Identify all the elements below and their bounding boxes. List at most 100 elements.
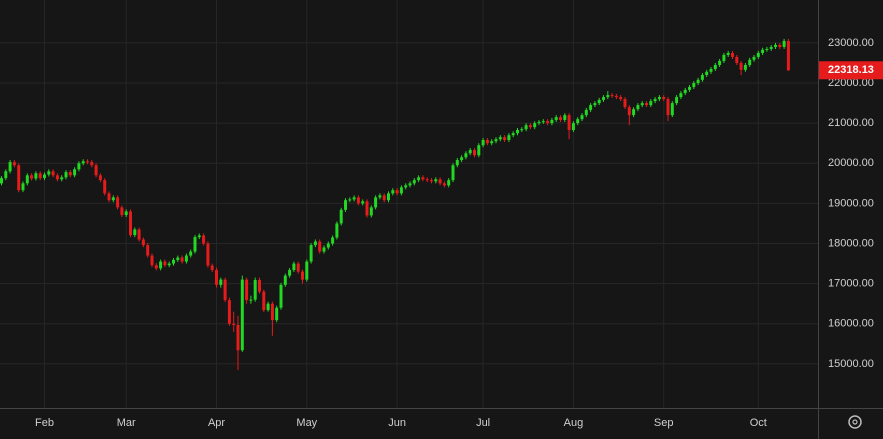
candle-body (430, 180, 433, 182)
candle-body (348, 199, 352, 201)
candle-body (559, 117, 562, 120)
candle-body (301, 271, 304, 280)
candle-body (537, 121, 541, 124)
x-tick-label: Feb (35, 417, 54, 429)
gear-icon[interactable] (848, 415, 862, 429)
candle-body (666, 99, 670, 116)
gear-icon-center[interactable] (852, 419, 858, 425)
candle-body (494, 139, 498, 142)
candle-body (550, 119, 554, 124)
candle-body (283, 275, 287, 285)
x-tick-label: May (296, 417, 317, 429)
candle-body (782, 40, 786, 47)
candle-body (339, 209, 343, 224)
candle-body (369, 207, 373, 216)
candle-body (176, 257, 180, 260)
candle-body (275, 307, 279, 321)
candle-body (21, 183, 25, 191)
candle-body (137, 229, 141, 240)
candle-body (743, 64, 747, 70)
candle-body (180, 257, 184, 262)
candle-body (197, 235, 201, 238)
candle-body (408, 183, 412, 186)
candle-body (184, 255, 188, 262)
y-tick-label: 21000.00 (828, 117, 874, 129)
candle-body (589, 105, 593, 110)
candle-body (528, 125, 532, 128)
candle-body (219, 279, 223, 285)
candle-body (571, 123, 575, 130)
candle-body (399, 187, 403, 194)
candle-body (253, 280, 257, 300)
candle-body (739, 62, 743, 70)
candle-body (688, 87, 691, 90)
candle-body (447, 180, 451, 186)
candle-body (563, 115, 567, 120)
candle-body (73, 169, 77, 176)
candle-body (434, 179, 438, 182)
candle-body (580, 115, 584, 120)
x-tick-label: Mar (117, 417, 136, 429)
candle-body (245, 279, 249, 301)
candle-body (705, 71, 709, 76)
candle-body (490, 141, 494, 144)
candle-body (718, 60, 722, 65)
candle-body (670, 103, 674, 116)
candle-body (25, 175, 29, 184)
candle-body (425, 179, 429, 181)
candle-body (623, 99, 627, 108)
candle-body (404, 185, 408, 188)
candle-body (700, 75, 704, 80)
candle-body (752, 56, 756, 60)
candle-body (597, 99, 601, 104)
settings-button[interactable] (848, 415, 862, 429)
candle-body (103, 180, 107, 194)
candle-body (232, 323, 236, 325)
candle-body (774, 44, 777, 47)
candle-body (129, 211, 132, 236)
candle-body (60, 177, 64, 180)
candle-body (8, 162, 12, 172)
candle-body (657, 97, 661, 100)
candle-body (645, 103, 648, 106)
candle-body (124, 211, 128, 216)
candle-body (460, 157, 464, 161)
candle-body (266, 303, 270, 311)
y-tick-label: 23000.00 (828, 37, 874, 49)
x-tick-label: Aug (564, 417, 584, 429)
y-tick-label: 16000.00 (828, 318, 874, 330)
candle-body (649, 101, 653, 106)
candle-body (382, 195, 386, 201)
y-tick-label: 18000.00 (828, 237, 874, 249)
candle-body (292, 263, 296, 270)
candle-body (593, 103, 597, 106)
candle-body (249, 299, 253, 301)
candle-body (765, 48, 769, 50)
candle-body (610, 95, 614, 97)
candle-body (640, 103, 644, 106)
candle-body (17, 165, 21, 191)
candle-body (344, 200, 347, 210)
candle-body (636, 105, 640, 110)
candle-body (387, 193, 390, 201)
candle-body (417, 177, 421, 181)
candle-body (692, 83, 696, 88)
candle-body (365, 201, 369, 216)
candle-body (296, 263, 300, 272)
candle-body (619, 97, 623, 100)
candle-body (576, 119, 580, 124)
candle-body (374, 197, 378, 208)
candle-body (236, 324, 240, 351)
candle-body (107, 193, 111, 201)
candle-body (769, 46, 773, 49)
candle-body (524, 125, 528, 130)
candle-body (206, 243, 210, 266)
candle-body (632, 109, 636, 116)
candle-body (43, 174, 46, 179)
candle-body (227, 300, 231, 324)
candle-body (163, 261, 167, 266)
candle-body (520, 129, 524, 131)
candle-body (602, 97, 605, 100)
